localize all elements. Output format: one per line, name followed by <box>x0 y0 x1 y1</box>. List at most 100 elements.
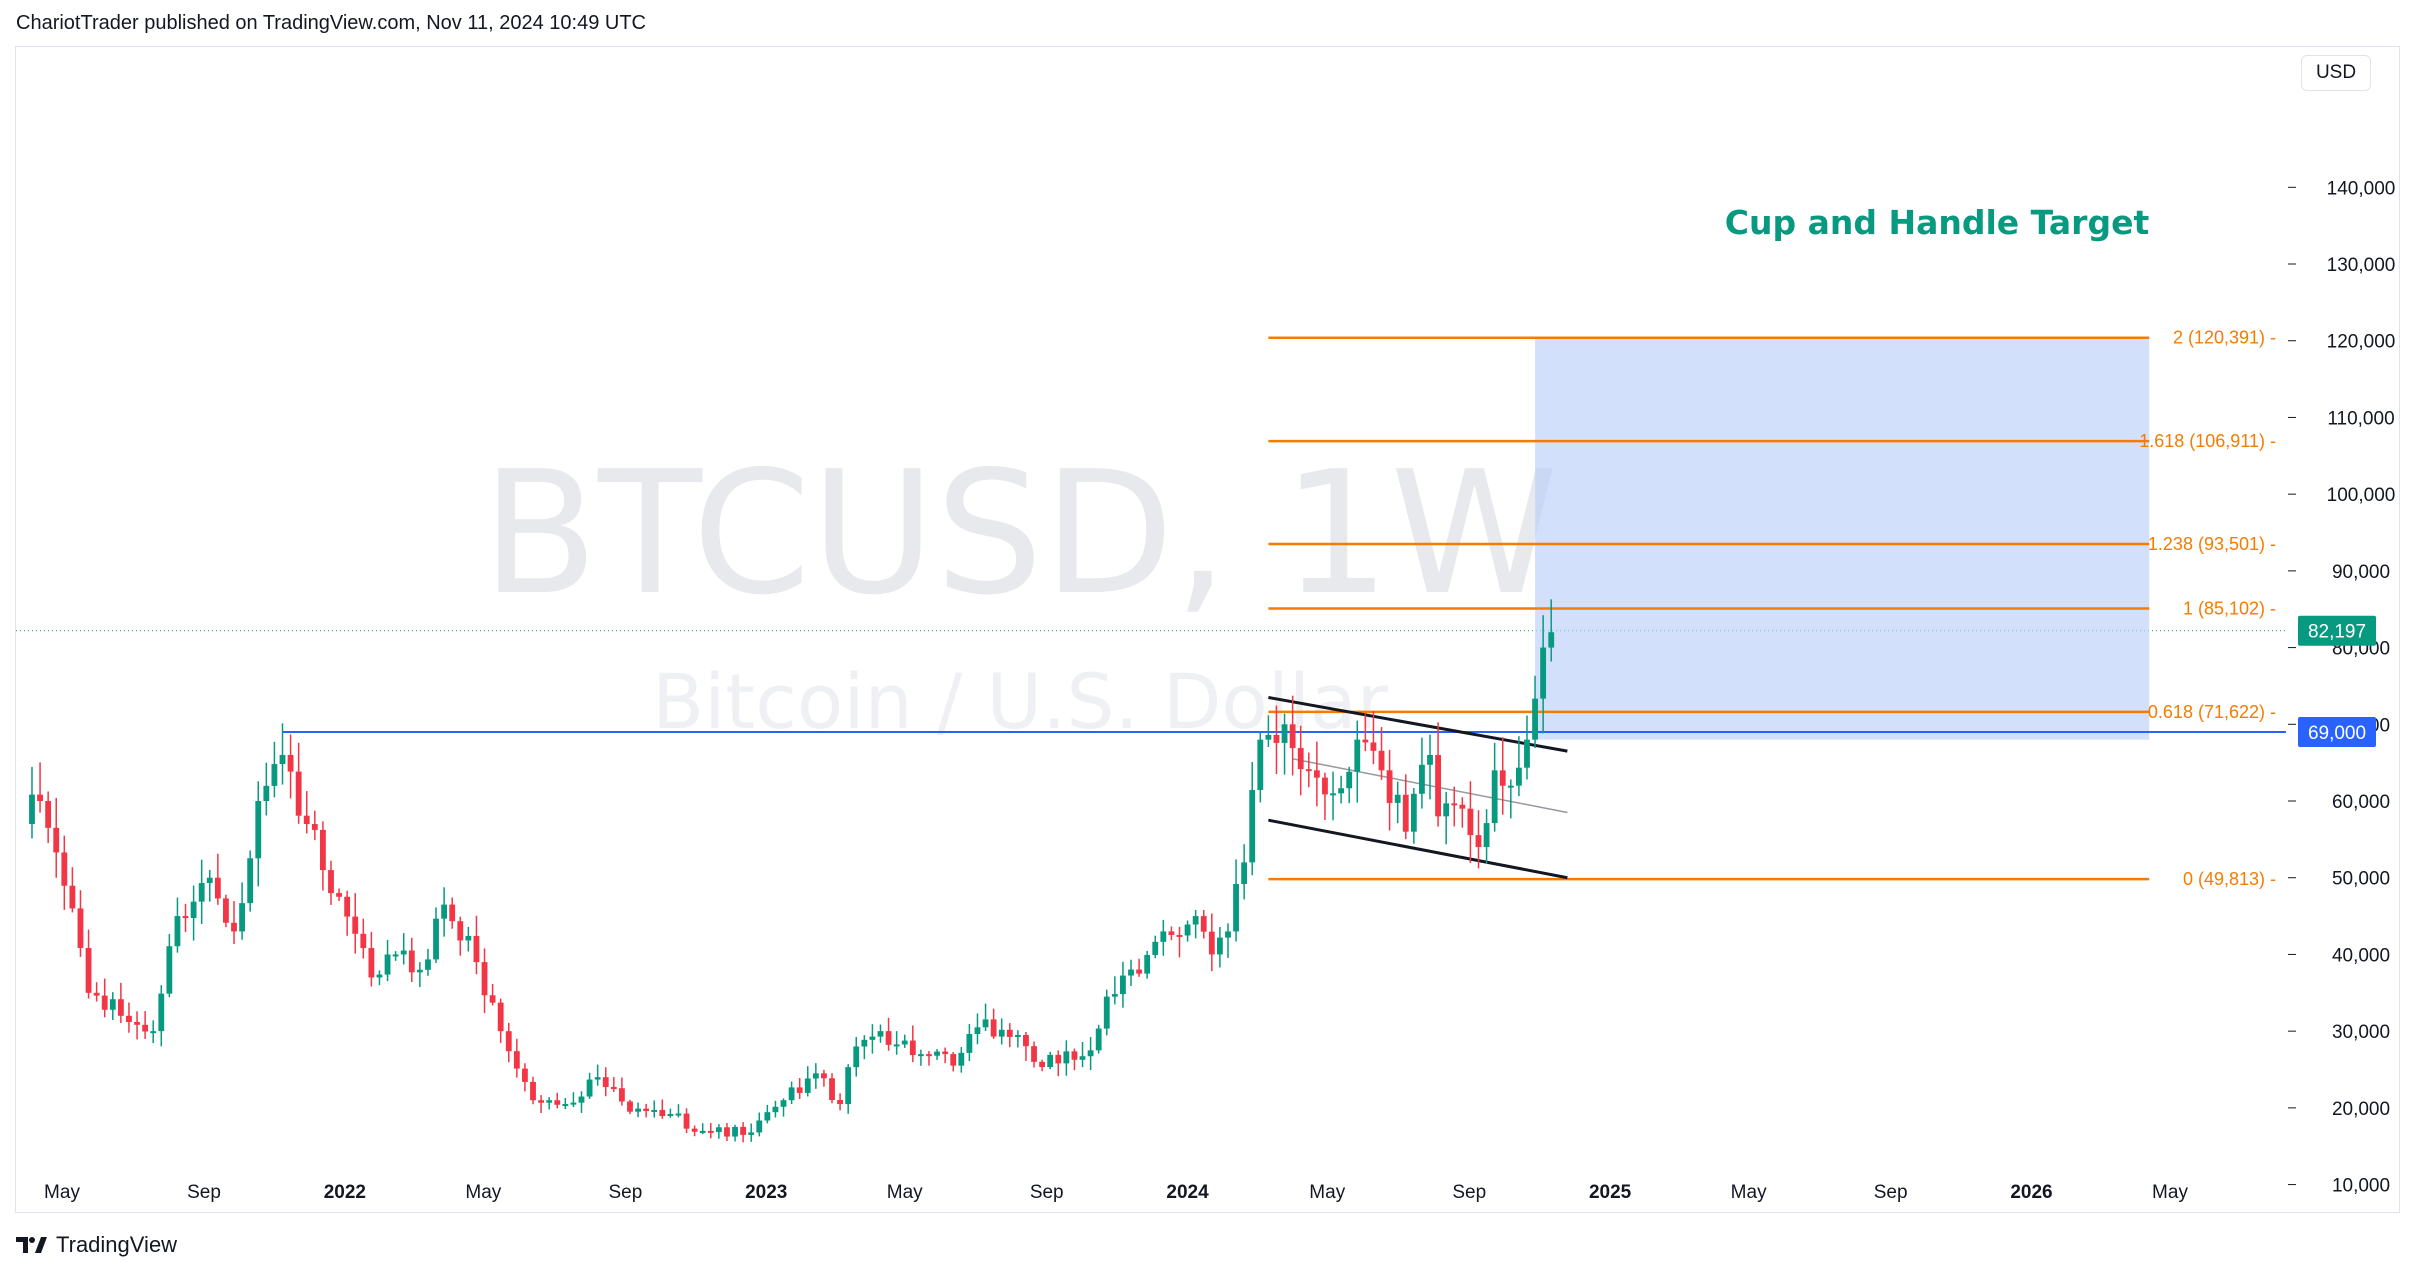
tradingview-logo-icon <box>16 1237 47 1253</box>
x-tick-label: May <box>1731 1182 1767 1203</box>
candle <box>772 1100 779 1118</box>
candle <box>1443 791 1450 845</box>
candle <box>861 1035 868 1060</box>
candle <box>214 853 221 905</box>
candle <box>158 985 165 1047</box>
footer: TradingView <box>16 1230 177 1260</box>
candle <box>1006 1023 1013 1048</box>
candle <box>1128 959 1134 986</box>
candle <box>449 897 456 929</box>
price-tag-label: 82,197 <box>2308 622 2366 643</box>
target-box[interactable] <box>1535 337 2150 740</box>
x-tick-label: May <box>2152 1182 2188 1203</box>
candle <box>376 970 383 986</box>
candle <box>392 951 399 961</box>
candle <box>950 1051 957 1072</box>
candle <box>69 867 76 913</box>
fib-level[interactable]: 1.238 (93,501) - <box>1268 534 2276 554</box>
fibonacci-levels[interactable]: 2 (120,391) - 1.618 (106,911) - 1.238 (93,… <box>1268 328 2276 889</box>
fib-level[interactable]: 1.618 (106,911) - <box>1268 431 2276 451</box>
candle <box>117 982 124 1024</box>
x-tick-label: May <box>465 1182 501 1203</box>
candle <box>1338 775 1345 804</box>
candle <box>1483 809 1490 864</box>
candle <box>1532 675 1538 748</box>
channel-lower-line[interactable] <box>1268 818 1568 880</box>
candle <box>255 781 262 887</box>
candle <box>1225 923 1231 958</box>
x-axis[interactable]: May Sep 2022 May Sep 2023 May Sep 2024 May Sep 2025… <box>44 1182 2188 1203</box>
candle <box>1200 909 1207 939</box>
candle <box>1160 919 1167 956</box>
candle <box>198 859 205 924</box>
candle <box>683 1108 690 1133</box>
candle <box>1370 711 1377 765</box>
candle <box>643 1103 650 1118</box>
candle <box>780 1098 787 1117</box>
candle <box>715 1124 722 1139</box>
candle <box>602 1067 609 1097</box>
fib-level[interactable]: 0 (49,813) - <box>1268 869 2276 889</box>
candle <box>1281 713 1288 775</box>
candle <box>812 1063 819 1089</box>
candle <box>853 1037 860 1077</box>
candle <box>126 1002 132 1033</box>
resistance-price-tag: 69,000 <box>2298 716 2376 747</box>
candle <box>1491 742 1498 832</box>
candle <box>174 897 181 953</box>
candle <box>998 1018 1005 1045</box>
y-axis[interactable]: 140,000 130,000 120,000 110,000 100,000 90,00… <box>2288 178 2396 1197</box>
candle <box>570 1092 577 1108</box>
candle <box>1257 731 1264 803</box>
candle <box>1063 1040 1070 1076</box>
candle <box>384 939 391 982</box>
fib-level[interactable]: 2 (120,391) - <box>1268 328 2276 348</box>
x-tick-label: 2023 <box>745 1182 787 1203</box>
y-tick: 40,000 <box>2288 945 2390 966</box>
candle <box>1111 976 1118 1005</box>
candle <box>1330 771 1336 821</box>
y-tick-label: 90,000 <box>2332 562 2390 583</box>
candle <box>465 926 472 952</box>
candle <box>966 1024 973 1062</box>
y-tick-label: 20,000 <box>2332 1099 2390 1120</box>
channel-upper-line[interactable] <box>1268 695 1568 753</box>
tradingview-brand: TradingView <box>56 1232 178 1257</box>
x-tick-label: 2024 <box>1166 1182 1209 1203</box>
y-tick-label: 130,000 <box>2327 255 2396 276</box>
candle <box>1233 859 1239 942</box>
candle <box>37 762 43 813</box>
candle <box>691 1125 698 1137</box>
candle <box>1467 781 1474 863</box>
candle <box>1136 958 1142 977</box>
candle <box>1031 1041 1037 1068</box>
fib-level[interactable]: 0.618 (71,622) - <box>1268 702 2276 722</box>
candle <box>150 1020 157 1044</box>
candle <box>473 915 480 975</box>
candle <box>1103 989 1110 1036</box>
candle <box>1499 737 1506 815</box>
y-tick-label: 140,000 <box>2327 178 2396 199</box>
candle <box>85 929 92 999</box>
candle <box>319 821 326 891</box>
y-tick: 10,000 <box>2288 1176 2390 1197</box>
candle <box>263 762 270 816</box>
x-tick-label: 2026 <box>2010 1182 2052 1203</box>
candle <box>1152 935 1159 959</box>
candle <box>909 1025 916 1063</box>
currency-selector[interactable]: USD <box>2301 55 2371 91</box>
y-tick: 90,000 <box>2288 562 2390 583</box>
candle <box>982 1003 989 1032</box>
candle <box>821 1069 827 1087</box>
fib-level[interactable]: 1 (85,102) - <box>1268 598 2276 618</box>
candle <box>1354 720 1361 803</box>
candle <box>1322 772 1328 820</box>
candle <box>804 1066 811 1097</box>
price-tag-label: 69,000 <box>2308 723 2366 744</box>
candle <box>635 1102 641 1118</box>
candle <box>1079 1042 1086 1068</box>
candle <box>93 982 100 1002</box>
y-tick: 20,000 <box>2288 1099 2390 1120</box>
candle <box>505 1022 512 1063</box>
